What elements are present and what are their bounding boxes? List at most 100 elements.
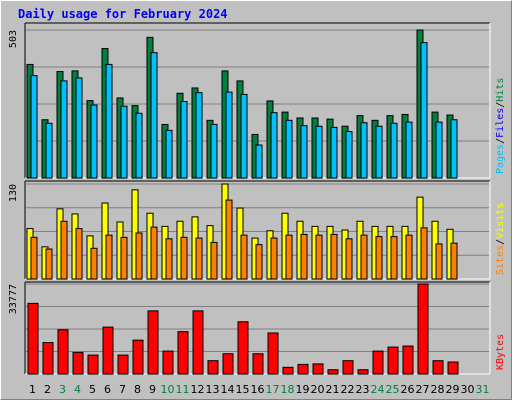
kbytes-bar-kbytes <box>267 332 279 375</box>
legend-visits: Visits <box>495 203 506 239</box>
hits-files-pages-bar-files <box>375 125 383 179</box>
kbytes-bar-kbytes <box>312 363 324 375</box>
visits-sites-bar-sites <box>240 234 248 280</box>
day-label: 20 <box>311 383 325 396</box>
hits-files-pages-bar-files <box>180 100 188 179</box>
visits-sites-bar-sites <box>45 248 53 280</box>
day-label: 12 <box>191 383 205 396</box>
hits-files-pages-bar-files <box>45 122 53 179</box>
kbytes-bar-kbytes <box>387 346 399 375</box>
day-label: 16 <box>251 383 265 396</box>
visits-sites-bar-sites <box>60 220 68 280</box>
kbytes-bar-kbytes <box>237 321 249 375</box>
kbytes-bar-kbytes <box>417 283 429 375</box>
visits-sites-bar-sites <box>120 236 128 280</box>
kbytes-bar-kbytes <box>42 342 54 375</box>
day-label: 10 <box>161 383 175 396</box>
hits-files-pages-bar-files <box>360 122 368 179</box>
day-label: 2 <box>44 383 51 396</box>
kbytes-bar-kbytes <box>432 360 444 375</box>
day-label: 24 <box>371 383 385 396</box>
day-label: 25 <box>386 383 400 396</box>
visits-sites-bar-sites <box>150 226 158 280</box>
day-label: 9 <box>149 383 156 396</box>
day-label: 17 <box>266 383 280 396</box>
kbytes-bar-kbytes <box>177 331 189 375</box>
hits-files-pages-bar-files <box>435 121 443 179</box>
hits-files-pages-bar-files <box>105 63 113 179</box>
visits-sites-bar-sites <box>30 236 38 280</box>
visits-sites-bar-sites <box>135 232 143 280</box>
chart-title: Daily usage for February 2024 <box>18 7 228 21</box>
day-label: 8 <box>134 383 141 396</box>
hits-files-pages-bar-files <box>225 91 233 179</box>
kbytes-bar-kbytes <box>342 360 354 375</box>
legend-separator: / <box>495 102 506 108</box>
hits-files-pages-bar-files <box>210 123 218 179</box>
kbytes-bar-kbytes <box>87 354 99 375</box>
day-label: 31 <box>476 383 490 396</box>
kbytes-bar-kbytes <box>72 351 84 375</box>
kbytes-bar-kbytes <box>357 369 369 375</box>
visits-sites-legend: Sites/Visits <box>495 203 506 275</box>
day-label: 29 <box>446 383 460 396</box>
visits-sites-bar-sites <box>435 243 443 280</box>
legend-pages: Pages <box>495 144 506 174</box>
visits-sites-bar-sites <box>165 238 173 280</box>
legend-hits: Hits <box>495 78 506 102</box>
kbytes-bar-kbytes <box>147 310 159 375</box>
visits-sites-bar-sites <box>420 227 428 280</box>
hits-files-pages-bar-files <box>135 112 143 179</box>
visits-sites-bar-sites <box>390 236 398 280</box>
kbytes-legend: KBytes <box>495 334 506 370</box>
hits-files-pages-bar-files <box>195 92 203 179</box>
visits-sites-bar-sites <box>255 244 263 280</box>
day-label: 11 <box>176 383 190 396</box>
hits-files-pages-bar-files <box>75 77 83 179</box>
kbytes-bar-kbytes <box>252 353 264 375</box>
kbytes-bar-kbytes <box>57 329 69 375</box>
hits-files-pages-bar-files <box>450 119 458 179</box>
hits-files-pages-bar-files <box>405 121 413 179</box>
visits-sites-bar-sites <box>75 228 83 280</box>
day-label: 13 <box>206 383 220 396</box>
visits-sites-bar-sites <box>315 234 323 280</box>
visits-sites-bar-sites <box>180 236 188 280</box>
visits-sites-bar-sites <box>285 234 293 280</box>
legend-separator: / <box>495 239 506 245</box>
hits-files-pages-bar-files <box>60 80 68 179</box>
kbytes-bar-kbytes <box>282 366 294 375</box>
hits-files-pages-bar-files <box>315 125 323 179</box>
hits-files-pages-bar-files <box>285 119 293 179</box>
kbytes-ymax-label: 33777 <box>8 284 19 314</box>
kbytes-bar-kbytes <box>327 369 339 375</box>
day-label: 28 <box>431 383 445 396</box>
kbytes-bar-kbytes <box>162 350 174 375</box>
day-label: 19 <box>296 383 310 396</box>
visits-sites-bar-sites <box>375 236 383 280</box>
day-label: 23 <box>356 383 370 396</box>
kbytes-bar-kbytes <box>447 361 459 375</box>
kbytes-bar-kbytes <box>207 360 219 375</box>
day-label: 7 <box>119 383 126 396</box>
visits-sites-bar-sites <box>330 233 338 280</box>
visits-sites-bar-sites <box>405 234 413 280</box>
legend-sites: Sites <box>495 245 506 275</box>
kbytes-bar-kbytes <box>132 339 144 375</box>
hits-files-pages-bar-files <box>30 75 38 179</box>
hits-files-pages-ymax-label: 503 <box>8 30 19 48</box>
day-label: 6 <box>104 383 111 396</box>
day-label: 5 <box>89 383 96 396</box>
day-label: 1 <box>29 383 36 396</box>
hits-files-pages-bar-files <box>255 144 263 179</box>
day-label: 15 <box>236 383 250 396</box>
hits-files-pages-bar-files <box>165 129 173 179</box>
visits-sites-bar-sites <box>270 237 278 280</box>
hits-files-pages-bar-files <box>240 93 248 179</box>
visits-sites-ymax-label: 130 <box>8 184 19 202</box>
hits-files-pages-bar-files <box>330 126 338 179</box>
hits-files-pages-bar-files <box>390 122 398 179</box>
day-label: 3 <box>59 383 66 396</box>
visits-sites-bar-sites <box>210 241 218 280</box>
